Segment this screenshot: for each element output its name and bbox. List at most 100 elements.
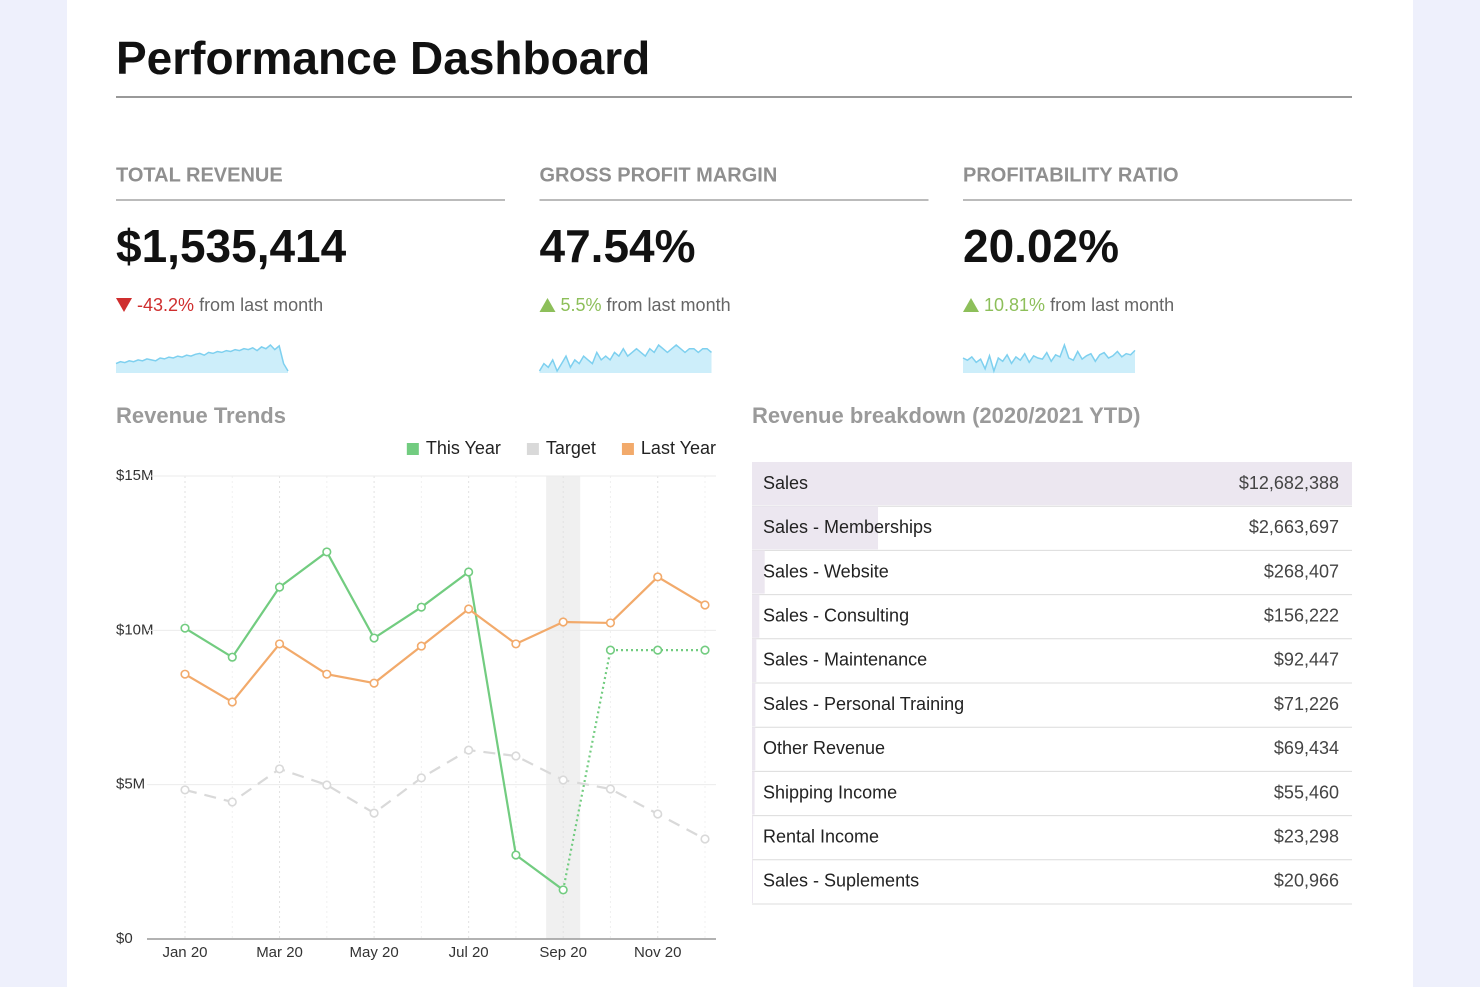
legend-swatch [621,443,634,455]
legend-label: Last Year [641,438,716,458]
point [464,745,474,755]
row-amount: $12,682,388 [1239,473,1339,493]
y-tick-label: $10M [116,621,154,638]
point [274,582,285,592]
point [322,547,332,557]
row-amount: $55,460 [1274,782,1339,802]
change-arrow [963,298,979,312]
sparkline-line [115,343,289,372]
row-amount: $20,966 [1274,871,1339,891]
row-bar [752,859,753,903]
row-amount: $92,447 [1274,650,1339,670]
kpi-label: PROFITABILITY RATIO [963,164,1179,186]
row-bar [752,594,760,638]
kpi-value: 47.54% [540,220,696,272]
row-bar [752,506,879,550]
y-tick-label: $15M [116,467,154,484]
point [180,623,190,633]
legend-label: This Year [426,438,501,458]
legend-swatch [526,443,539,455]
change-value: 10.81% [984,295,1045,315]
point [605,645,616,655]
series-line [562,648,705,891]
point [227,797,237,807]
point [322,780,332,790]
sparkline-line [962,342,1136,374]
row-bar [752,727,756,771]
point [369,678,379,688]
kpi-change: -43.2% from last month [137,295,323,315]
x-tick-label: Jul 20 [449,944,489,961]
point [416,773,426,783]
legend-label: Target [546,438,596,458]
point [700,834,710,844]
kpi-label: GROSS PROFIT MARGIN [540,164,778,186]
row-name: Sales - Consulting [763,605,909,625]
row-name: Sales - Personal Training [763,694,964,714]
change-note: from last month [607,295,731,315]
kpi-value: $1,535,414 [116,220,347,272]
sparkline-area [963,345,1135,373]
point [511,639,521,649]
kpi-value: 20.02% [963,220,1119,272]
row-amount: $156,222 [1264,605,1339,625]
series-line [184,575,706,704]
change-value: -43.2% [137,295,194,315]
sparkline-area [116,345,288,373]
point [274,764,285,774]
row-amount: $23,298 [1274,826,1339,846]
change-note: from last month [199,295,323,315]
row-name: Shipping Income [763,782,897,802]
row-name: Sales [763,473,808,493]
point [322,669,332,679]
breakdown-title: Revenue breakdown (2020/2021 YTD) [752,403,1140,428]
row-bar [752,815,754,859]
point [605,618,616,628]
point [558,617,568,627]
series-line [184,748,706,840]
legend-swatch [406,443,419,455]
row-bar [752,638,757,682]
point [511,850,521,860]
kpi-label: TOTAL REVENUE [116,164,283,186]
sparkline-line [538,343,712,373]
point [653,809,663,819]
row-name: Rental Income [763,826,879,846]
point [416,602,426,612]
row-name: Sales - Suplements [763,871,919,891]
point [227,697,237,707]
row-amount: $2,663,697 [1249,517,1339,537]
x-tick-label: Mar 20 [256,944,303,961]
point [464,604,474,614]
point [180,785,190,795]
row-name: Other Revenue [763,738,885,758]
y-tick-label: $5M [116,776,145,793]
row-name: Sales - Maintenance [763,650,927,670]
point [558,885,568,895]
x-tick-label: Nov 20 [634,944,682,961]
point [227,652,237,662]
row-amount: $268,407 [1264,561,1339,581]
row-bar [752,771,755,815]
row-amount: $71,226 [1274,694,1339,714]
point [464,567,474,577]
point [180,669,190,679]
point [558,775,568,785]
row-name: Sales - Website [763,561,889,581]
row-name: Sales - Memberships [763,517,932,537]
change-arrow [116,298,132,312]
row-amount: $69,434 [1274,738,1339,758]
point [653,645,663,655]
y-tick-label: $0 [116,930,133,947]
point [369,633,379,643]
change-value: 5.5% [561,295,602,315]
point [511,751,521,761]
kpi-change: 10.81% from last month [984,295,1174,315]
x-tick-label: Jan 20 [162,944,207,961]
point [274,639,285,649]
change-note: from last month [1050,295,1174,315]
row-bar [752,683,756,727]
point [369,808,379,818]
point [700,600,710,610]
